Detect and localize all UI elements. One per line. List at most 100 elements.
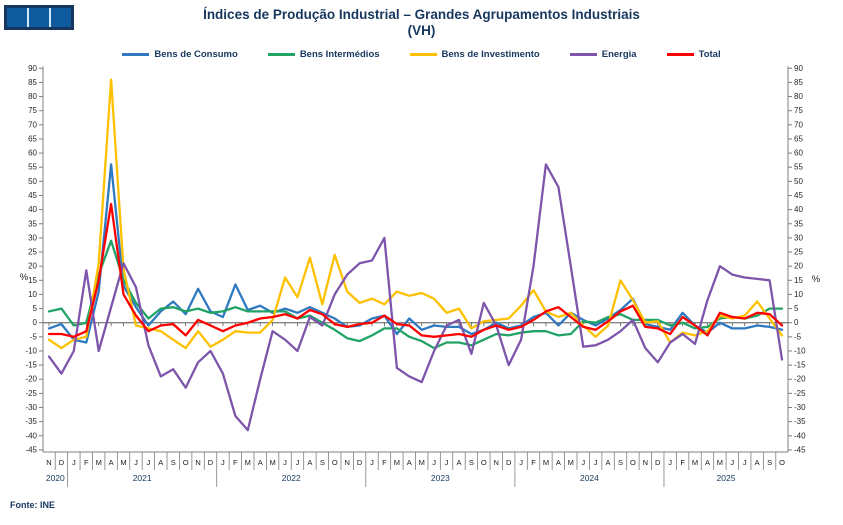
y-tick-label-right: 35 (794, 219, 803, 228)
y-tick-label-left: -45 (25, 445, 37, 454)
y-tick-label-right: -5 (794, 332, 802, 341)
y-tick-label-left: 20 (28, 262, 37, 271)
y-tick-label-left: -5 (30, 332, 38, 341)
x-month-label: O (183, 458, 189, 467)
y-tick-label-left: -25 (25, 389, 37, 398)
y-tick-label-left: 25 (28, 248, 37, 257)
series-line-bens-de-investimento (47, 78, 784, 350)
y-tick-label-right: 85 (794, 78, 803, 87)
x-month-label: J (221, 458, 225, 467)
x-year-label: 2021 (133, 473, 152, 483)
x-month-label: F (680, 458, 685, 467)
x-month-label: J (519, 458, 523, 467)
x-month-label: A (606, 458, 611, 467)
x-month-label: F (531, 458, 536, 467)
x-month-label: M (270, 458, 276, 467)
x-month-label: A (456, 458, 461, 467)
legend-item: Bens de Investimento (409, 49, 540, 60)
y-tick-label-left: -35 (25, 417, 37, 426)
x-month-label: J (147, 458, 151, 467)
x-year-label: 2023 (431, 473, 450, 483)
x-month-label: J (370, 458, 374, 467)
y-tick-label-right: -20 (794, 375, 806, 384)
y-tick-label-right: 50 (794, 177, 803, 186)
series-line-total (47, 202, 784, 338)
chart-title-line2: (VH) (407, 23, 436, 38)
y-tick-label-left: 5 (33, 304, 38, 313)
y-tick-label-left: 90 (28, 64, 37, 73)
y-tick-label-left: 0 (33, 318, 38, 327)
x-month-label: A (158, 458, 163, 467)
legend-item: Energia (569, 49, 637, 60)
y-tick-label-left: 30 (28, 233, 37, 242)
legend-label: Bens Intermédios (299, 49, 380, 60)
x-month-label: J (581, 458, 585, 467)
x-month-label: A (705, 458, 710, 467)
y-tick-label-right: 60 (794, 149, 803, 158)
ine-logo (4, 5, 74, 30)
y-tick-label-left: 35 (28, 219, 37, 228)
y-tick-label-right: 0 (794, 318, 799, 327)
legend-swatch (569, 52, 597, 57)
x-month-label: J (445, 458, 449, 467)
y-tick-label-right: 20 (794, 262, 803, 271)
x-month-label: J (134, 458, 138, 467)
y-tick-label-left: -20 (25, 375, 37, 384)
x-month-label: S (469, 458, 474, 467)
chart-title-line1: Índices de Produção Industrial – Grandes… (203, 7, 640, 22)
y-tick-label-left: -15 (25, 361, 37, 370)
y-tick-label-right: 55 (794, 163, 803, 172)
x-month-label: D (357, 458, 363, 467)
x-month-label: N (494, 458, 499, 467)
y-tick-label-left: 40 (28, 205, 37, 214)
legend-item: Total (666, 49, 721, 60)
x-month-label: M (717, 458, 723, 467)
series-line-energia (47, 163, 784, 432)
legend-label: Bens de Investimento (441, 49, 540, 60)
y-tick-label-right: 65 (794, 134, 803, 143)
x-month-label: F (84, 458, 89, 467)
legend-swatch (122, 52, 150, 57)
x-month-label: F (233, 458, 238, 467)
x-month-label: A (556, 458, 561, 467)
ine-logo-squares (7, 8, 71, 27)
y-tick-label-right: -45 (794, 445, 806, 454)
x-month-label: O (630, 458, 636, 467)
x-month-label: M (120, 458, 126, 467)
y-tick-label-left: -10 (25, 346, 37, 355)
y-tick-label-right: -40 (794, 431, 806, 440)
y-tick-label-right: 25 (794, 248, 803, 257)
x-month-label: N (195, 458, 200, 467)
x-month-label: S (320, 458, 325, 467)
x-year-label: 2025 (717, 473, 736, 483)
y-axis-unit-left: % (20, 272, 29, 283)
y-tick-label-left: 10 (28, 290, 37, 299)
x-month-label: D (655, 458, 661, 467)
y-tick-label-left: 15 (28, 276, 37, 285)
y-tick-label-left: -40 (25, 431, 37, 440)
x-month-label: J (432, 458, 436, 467)
x-month-label: J (743, 458, 747, 467)
y-tick-label-right: -10 (794, 346, 806, 355)
x-month-label: M (394, 458, 400, 467)
page-title: Índices de Produção Industrial – Grandes… (0, 7, 843, 39)
x-month-label: S (618, 458, 623, 467)
x-month-label: J (72, 458, 76, 467)
x-month-label: A (109, 458, 114, 467)
x-month-label: S (767, 458, 772, 467)
y-tick-label-right: -30 (794, 403, 806, 412)
x-month-label: J (594, 458, 598, 467)
legend-label: Total (698, 49, 721, 60)
x-month-label: N (344, 458, 349, 467)
y-tick-label-right: 75 (794, 106, 803, 115)
x-month-label: J (668, 458, 672, 467)
ine-logo-square (29, 8, 49, 27)
x-month-label: J (283, 458, 287, 467)
ine-logo-square (51, 8, 71, 27)
legend-item: Bens Intermédios (267, 49, 380, 60)
y-tick-label-right: 45 (794, 191, 803, 200)
x-month-label: D (506, 458, 512, 467)
y-tick-label-right: 40 (794, 205, 803, 214)
y-axis-unit-right: % (812, 274, 821, 285)
x-month-label: O (481, 458, 487, 467)
